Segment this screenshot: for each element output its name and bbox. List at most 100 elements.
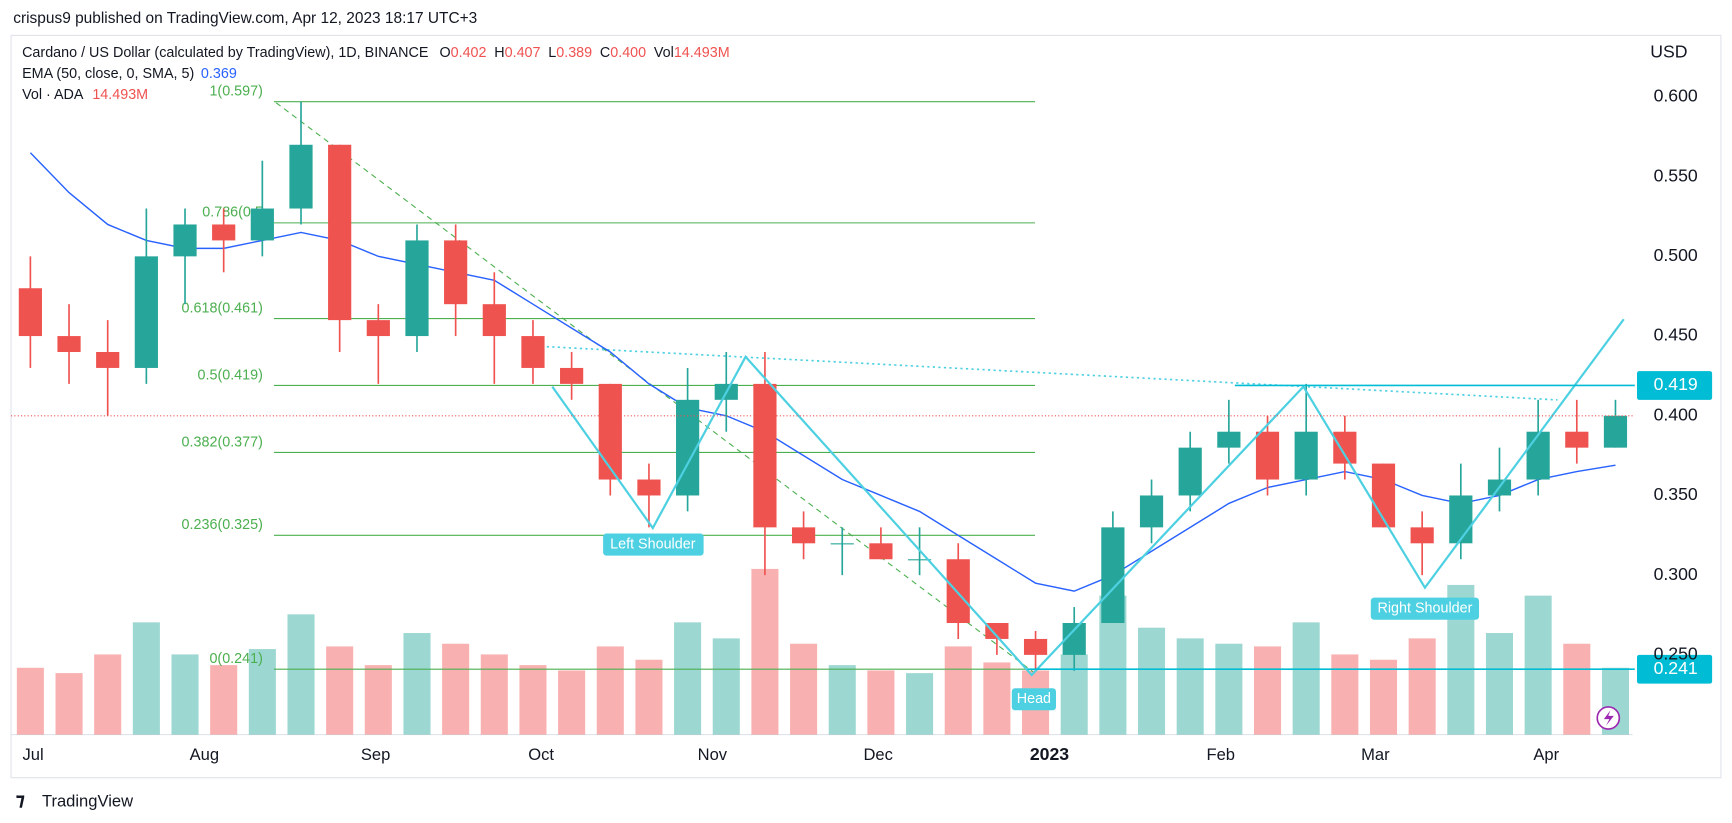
y-tick-label: 0.550	[1654, 165, 1698, 185]
candle-body	[560, 367, 584, 384]
volume-bar	[828, 665, 856, 735]
price-badge	[1637, 371, 1713, 400]
x-tick-label: Feb	[1206, 745, 1235, 764]
candle-body	[1101, 527, 1125, 624]
candle-body	[289, 144, 313, 209]
legend-value: 14.493M	[674, 45, 730, 61]
legend-key: O	[439, 45, 450, 61]
legend-key: Vol	[654, 45, 674, 61]
pattern-line	[551, 318, 1625, 677]
fib-layer: 1(0.597) 0.786(0.5 0.618(0.461) 0.5(0.419) 0…	[182, 84, 1036, 670]
legend-vol: Vol · ADA 14.493M	[22, 87, 148, 103]
volume-bar	[1176, 638, 1204, 735]
price-badge	[1637, 654, 1713, 684]
price-badge-label: 0.419	[1654, 374, 1698, 394]
volume-bar	[480, 654, 508, 735]
volume-bar	[55, 673, 83, 735]
volume-bar	[171, 654, 199, 735]
volume-bar	[442, 643, 470, 735]
volume-bar	[519, 665, 547, 735]
x-tick-label: Dec	[863, 745, 892, 764]
candle-body	[521, 336, 545, 368]
candle-body	[1333, 431, 1357, 464]
badge-layer: 0.419 0.241	[11, 371, 1713, 684]
volume-bar	[1563, 643, 1591, 735]
candle-body	[1062, 623, 1086, 655]
y-tick-label: 0.400	[1654, 404, 1698, 424]
legend-value: 0.389	[556, 45, 592, 61]
x-tick-label: Sep	[361, 745, 390, 764]
candle-body	[1255, 431, 1280, 480]
candle-body	[985, 623, 1009, 639]
fib-trend-line	[275, 102, 1034, 673]
neckline	[530, 344, 1558, 401]
candle-body	[328, 144, 352, 321]
volume-bar	[906, 673, 934, 735]
volume-bar	[248, 649, 276, 735]
volume-bar	[1408, 638, 1436, 735]
volume-bar	[1215, 643, 1243, 735]
legend-key: H	[494, 45, 504, 61]
volume-bar	[1485, 633, 1514, 735]
price-badge-label: 0.241	[1654, 658, 1698, 678]
annotation: Left Shoulder	[610, 536, 696, 552]
candle-body	[173, 224, 197, 257]
fib-label: 0(0.241)	[209, 651, 262, 667]
annotations: Left Shoulder Head Right Shoulder	[603, 533, 1480, 711]
fib-label: 1(0.597)	[209, 84, 262, 100]
candle-body	[482, 304, 506, 337]
y-axis-label: USD	[1650, 42, 1687, 62]
publish-header: crispus9 published on TradingView.com, A…	[13, 10, 477, 27]
x-tick-label: Apr	[1533, 745, 1559, 764]
fib-label: 0.618(0.461)	[182, 300, 263, 316]
volume-bar	[1331, 654, 1359, 735]
volume-bar	[132, 622, 160, 735]
alert-bolt	[1603, 710, 1614, 726]
volume-layer	[16, 568, 1629, 735]
x-tick-label: Oct	[528, 745, 554, 764]
legend-key: L	[548, 45, 556, 61]
y-tick-label: 0.600	[1654, 86, 1698, 106]
candle-body	[1139, 495, 1164, 528]
volume-bar	[674, 622, 702, 735]
ema-name: EMA (50, close, 0, SMA, 5)	[22, 66, 194, 82]
candle-body	[250, 208, 274, 241]
annotation: Right Shoulder	[1377, 600, 1472, 616]
vol-value: 14.493M	[92, 87, 148, 103]
volume-bar	[1138, 627, 1166, 735]
volume-bar	[751, 568, 779, 735]
footer: TradingView	[42, 791, 133, 810]
candle-body	[1410, 527, 1434, 544]
axis-layer: 0.600 0.550 0.500 0.450 0.400 0.350 0.300 0.250…	[23, 86, 1698, 765]
vol-name: Vol · ADA	[22, 87, 84, 103]
candle-body	[1217, 431, 1241, 448]
legend-value: 0.402	[451, 45, 487, 61]
candle-layer	[18, 101, 1628, 671]
y-tick-label: 0.500	[1654, 245, 1698, 265]
legend-main: Cardano / US Dollar (calculated by Tradi…	[22, 45, 730, 61]
volume-bar	[94, 654, 122, 735]
fib-label: 0.382(0.377)	[182, 434, 263, 450]
candle-body	[1023, 638, 1048, 655]
volume-bar	[596, 646, 624, 735]
fib-label: 0.5(0.419)	[198, 367, 263, 383]
volume-bar	[403, 633, 431, 735]
ema-layer	[29, 152, 1616, 592]
y-tick-label: 0.300	[1654, 564, 1698, 584]
volume-bar	[210, 665, 238, 735]
legend-key: C	[600, 45, 610, 61]
volume-bar	[944, 646, 972, 735]
candle-body	[869, 543, 893, 560]
candle-body	[57, 336, 81, 353]
x-tick-label: Aug	[190, 745, 219, 764]
candle-body	[405, 240, 429, 337]
annotation-box	[1011, 688, 1056, 711]
candle-body	[753, 383, 777, 528]
candle-body	[907, 559, 932, 561]
fib-label: 0.786(0.5	[202, 205, 263, 221]
ema-line	[29, 152, 1616, 592]
legend-value: 0.400	[610, 45, 646, 61]
